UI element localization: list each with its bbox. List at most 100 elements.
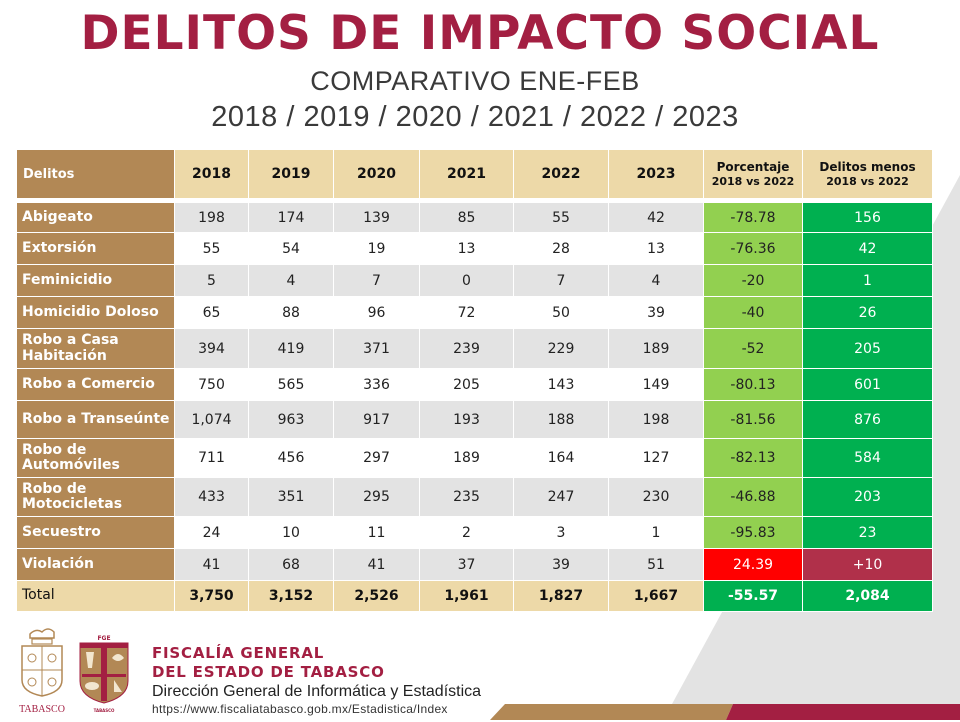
year-value-cell: 72 [419, 296, 514, 329]
row-label: Homicidio Doloso [16, 296, 175, 329]
difference-cell: 26 [802, 296, 933, 329]
porcentaje-sublabel: 2018 vs 2022 [711, 174, 795, 188]
fge-logo-top-label: FGE [97, 635, 110, 642]
year-value-cell: 239 [419, 328, 514, 369]
year-value-cell: 127 [608, 438, 704, 478]
year-value-cell: 336 [333, 368, 420, 401]
year-value-cell: 189 [608, 328, 704, 369]
difference-cell: +10 [802, 548, 933, 581]
footer-logos: TABASCO FGE TABASCO [16, 628, 144, 722]
row-label: Robo a Casa Habitación [16, 328, 175, 369]
row-label: Violación [16, 548, 175, 581]
table-row-total: Total 3,750 3,152 2,526 1,961 1,827 1,667 -55.5… [16, 580, 933, 612]
row-label: Robo a Comercio [16, 368, 175, 401]
year-value-cell: 55 [174, 232, 249, 265]
year-value-cell: 55 [513, 202, 609, 233]
year-value-cell: 37 [419, 548, 514, 581]
column-header-2023: 2023 [608, 149, 704, 199]
difference-cell: 23 [802, 516, 933, 549]
year-value-cell: 198 [174, 202, 249, 233]
porcentaje-label: Porcentaje [716, 160, 790, 175]
year-value-cell: 51 [608, 548, 704, 581]
percentage-cell: -82.13 [703, 438, 803, 478]
year-value-cell: 50 [513, 296, 609, 329]
year-value-cell: 68 [248, 548, 334, 581]
column-header-delitos-menos: Delitos menos 2018 vs 2022 [802, 149, 933, 199]
row-label: Feminicidio [16, 264, 175, 297]
difference-cell: 42 [802, 232, 933, 265]
year-value-cell: 917 [333, 400, 420, 439]
year-value-cell: 419 [248, 328, 334, 369]
year-value-cell: 13 [419, 232, 514, 265]
column-header-2020: 2020 [333, 149, 420, 199]
percentage-cell: -46.88 [703, 477, 803, 517]
total-percentage-cell: -55.57 [703, 580, 803, 612]
table-row: Robo a Transeúnte 1,074 963 917 193 188 198 -81… [16, 400, 933, 439]
fge-logo-bottom-label: TABASCO [94, 708, 115, 713]
table-row: Robo a Comercio 750 565 336 205 143 149 -80.13 6… [16, 368, 933, 401]
column-header-2022: 2022 [513, 149, 609, 199]
year-value-cell: 297 [333, 438, 420, 478]
year-value-cell: 2 [419, 516, 514, 549]
total-difference-cell: 2,084 [802, 580, 933, 612]
total-value-cell: 3,750 [174, 580, 249, 612]
percentage-cell: -52 [703, 328, 803, 369]
year-value-cell: 139 [333, 202, 420, 233]
percentage-cell: -78.78 [703, 202, 803, 233]
table-row: Robo a Casa Habitación 394 419 371 239 229 189… [16, 328, 933, 369]
year-value-cell: 28 [513, 232, 609, 265]
year-value-cell: 5 [174, 264, 249, 297]
year-value-cell: 85 [419, 202, 514, 233]
column-header-delitos: Delitos [16, 149, 175, 199]
year-value-cell: 229 [513, 328, 609, 369]
table-row: Feminicidio 5 4 7 0 7 4 -20 1 [16, 264, 933, 297]
website-link[interactable]: https://www.fiscaliatabasco.gob.mx/Estad… [152, 702, 448, 716]
percentage-cell: -76.36 [703, 232, 803, 265]
percentage-cell: -95.83 [703, 516, 803, 549]
year-value-cell: 143 [513, 368, 609, 401]
year-value-cell: 750 [174, 368, 249, 401]
year-value-cell: 351 [248, 477, 334, 517]
difference-cell: 1 [802, 264, 933, 297]
department-name: Dirección General de Informática y Estad… [152, 683, 482, 700]
year-value-cell: 235 [419, 477, 514, 517]
row-label: Robo a Transeúnte [16, 400, 175, 439]
year-value-cell: 19 [333, 232, 420, 265]
table-row: Secuestro 24 10 11 2 3 1 -95.83 23 [16, 516, 933, 549]
percentage-cell: -20 [703, 264, 803, 297]
percentage-cell: -80.13 [703, 368, 803, 401]
difference-cell: 584 [802, 438, 933, 478]
column-header-2018: 2018 [174, 149, 249, 199]
year-value-cell: 205 [419, 368, 514, 401]
tabasco-logo-label: TABASCO [19, 704, 65, 715]
brown-ribbon [490, 704, 733, 720]
year-value-cell: 96 [333, 296, 420, 329]
year-value-cell: 247 [513, 477, 609, 517]
table-row: Homicidio Doloso 65 88 96 72 50 39 -40 26 [16, 296, 933, 329]
year-value-cell: 41 [174, 548, 249, 581]
year-value-cell: 394 [174, 328, 249, 369]
footer-text: FISCALÍA GENERAL DEL ESTADO DE TABASCO D… [152, 644, 481, 717]
year-value-cell: 963 [248, 400, 334, 439]
year-value-cell: 0 [419, 264, 514, 297]
year-value-cell: 10 [248, 516, 334, 549]
year-value-cell: 39 [513, 548, 609, 581]
year-value-cell: 371 [333, 328, 420, 369]
year-value-cell: 174 [248, 202, 334, 233]
year-value-cell: 189 [419, 438, 514, 478]
page-subtitle: COMPARATIVO ENE-FEB [310, 66, 640, 96]
year-value-cell: 65 [174, 296, 249, 329]
total-value-cell: 2,526 [333, 580, 420, 612]
row-label: Extorsión [16, 232, 175, 265]
tabasco-coat-of-arms-logo: TABASCO [19, 628, 65, 715]
year-value-cell: 24 [174, 516, 249, 549]
logos-svg: TABASCO FGE TABASCO [19, 628, 129, 715]
fge-shield-logo: FGE TABASCO [79, 635, 129, 713]
year-value-cell: 4 [248, 264, 334, 297]
row-label: Secuestro [16, 516, 175, 549]
column-header-2019: 2019 [248, 149, 334, 199]
year-value-cell: 295 [333, 477, 420, 517]
row-label: Robo de Motocicletas [16, 477, 175, 517]
year-value-cell: 7 [333, 264, 420, 297]
year-value-cell: 164 [513, 438, 609, 478]
